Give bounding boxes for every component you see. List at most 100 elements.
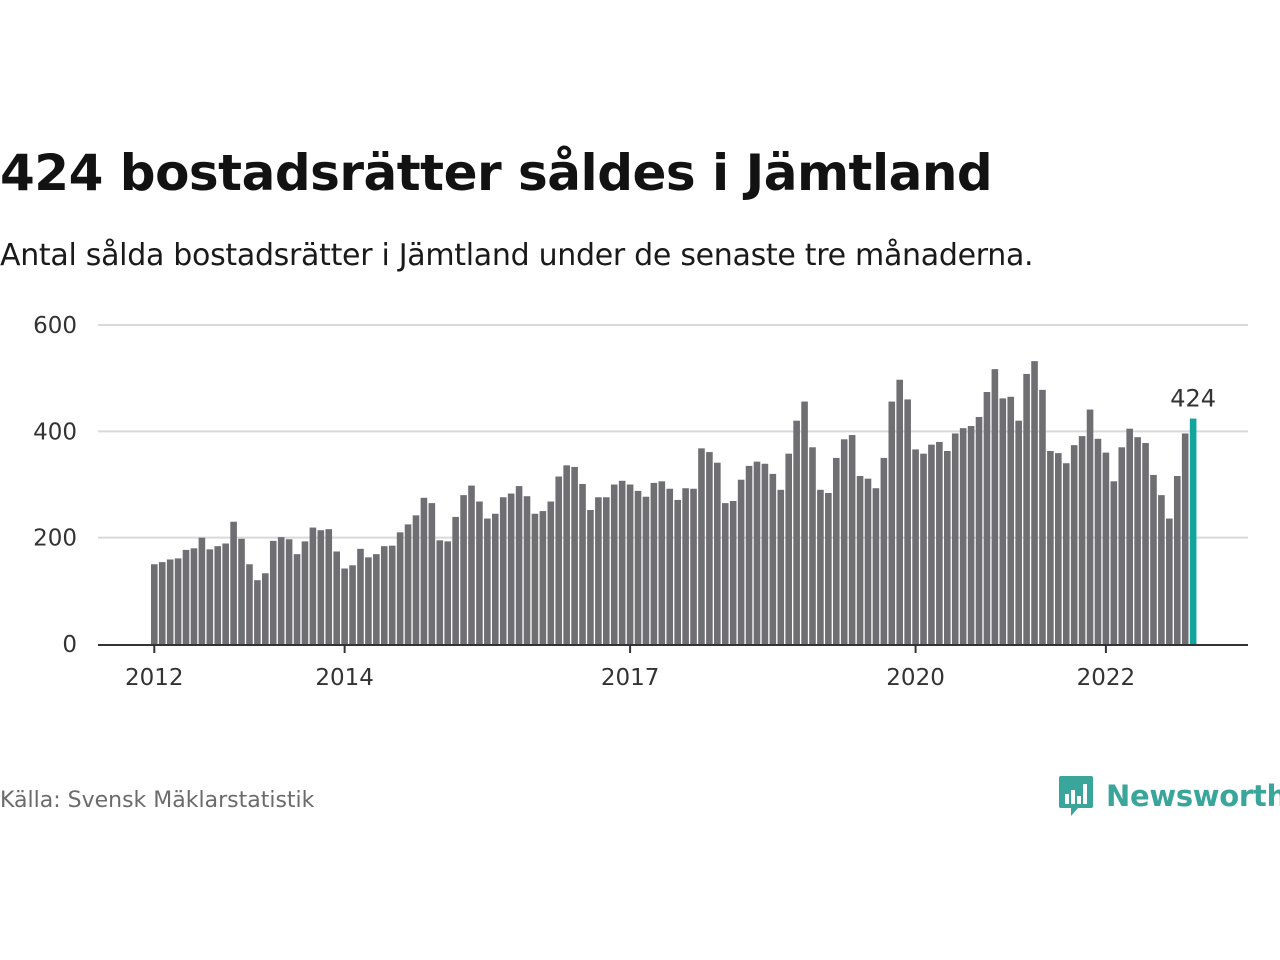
bar bbox=[388, 545, 396, 644]
bar-chart-bubble-icon bbox=[1059, 776, 1093, 816]
bar bbox=[531, 513, 539, 644]
bar-chart: 0 200 400 600 2012 2014 2017 2020 2022 424 bbox=[33, 313, 1248, 691]
bar bbox=[848, 435, 856, 644]
bar bbox=[785, 453, 792, 644]
x-tick-label: 2017 bbox=[601, 665, 660, 691]
y-tick-label: 600 bbox=[33, 313, 77, 339]
source-note: Källa: Svensk Mäklarstatistik bbox=[0, 788, 315, 813]
bar bbox=[436, 540, 444, 644]
bar bbox=[198, 537, 206, 644]
bar bbox=[325, 529, 333, 644]
bar bbox=[1134, 437, 1141, 644]
bar bbox=[674, 499, 681, 644]
bar bbox=[547, 501, 555, 644]
bar bbox=[444, 541, 452, 644]
bar bbox=[214, 546, 222, 644]
bar bbox=[539, 511, 547, 644]
bar bbox=[682, 488, 689, 644]
bar bbox=[920, 453, 927, 644]
bar bbox=[1150, 474, 1157, 644]
bar bbox=[579, 483, 586, 644]
bar bbox=[880, 457, 888, 644]
bar bbox=[1007, 396, 1015, 644]
bar bbox=[896, 379, 904, 644]
x-tick-label: 2012 bbox=[125, 665, 184, 691]
bar bbox=[618, 480, 626, 644]
bar bbox=[396, 532, 404, 644]
x-tick-label: 2014 bbox=[315, 665, 374, 691]
bar bbox=[484, 518, 491, 644]
bar bbox=[729, 500, 737, 644]
x-axis-labels: 2012 2014 2017 2020 2022 bbox=[125, 646, 1135, 691]
x-tick-label: 2020 bbox=[886, 665, 945, 691]
bar bbox=[864, 478, 872, 644]
bar bbox=[951, 433, 959, 644]
bar bbox=[959, 428, 967, 644]
bar bbox=[380, 546, 388, 644]
bar bbox=[499, 497, 507, 644]
bar bbox=[491, 513, 499, 644]
bar bbox=[158, 562, 166, 644]
bar bbox=[872, 488, 880, 644]
bar bbox=[801, 401, 808, 644]
bar bbox=[690, 488, 697, 644]
bar bbox=[650, 482, 658, 644]
bar bbox=[301, 541, 309, 644]
bar bbox=[1070, 445, 1078, 644]
bar bbox=[563, 465, 570, 644]
bar bbox=[1126, 428, 1133, 644]
bar bbox=[634, 490, 642, 644]
bar bbox=[840, 439, 848, 644]
bar bbox=[832, 457, 840, 644]
bar bbox=[904, 399, 911, 644]
bar bbox=[1173, 475, 1181, 644]
bar bbox=[365, 557, 372, 644]
bar bbox=[262, 573, 269, 644]
bar bbox=[1086, 409, 1094, 644]
y-tick-label: 200 bbox=[33, 526, 77, 552]
x-tick-label: 2022 bbox=[1077, 665, 1136, 691]
bar bbox=[595, 497, 602, 644]
bar bbox=[357, 548, 364, 644]
bar bbox=[166, 559, 174, 644]
bar bbox=[610, 484, 618, 644]
bar bbox=[912, 449, 919, 644]
bar bbox=[666, 488, 674, 644]
bar bbox=[230, 521, 237, 644]
bar bbox=[468, 485, 475, 644]
chart-title: 424 bostadsrätter såldes i Jämtland bbox=[0, 144, 993, 202]
bar bbox=[1062, 463, 1070, 644]
bar bbox=[349, 565, 356, 644]
bar bbox=[658, 481, 666, 644]
bar bbox=[809, 447, 816, 644]
bar bbox=[571, 466, 578, 644]
y-axis-labels: 0 200 400 600 bbox=[33, 313, 77, 658]
brand-name: Newsworthy bbox=[1106, 779, 1280, 813]
bar bbox=[341, 568, 348, 644]
bar bbox=[856, 475, 864, 644]
bar bbox=[460, 495, 467, 644]
bar bbox=[222, 543, 229, 644]
bar bbox=[523, 496, 531, 644]
bar bbox=[991, 369, 999, 644]
bar bbox=[999, 398, 1007, 644]
bar bbox=[587, 510, 594, 644]
bar bbox=[293, 554, 301, 644]
bar bbox=[944, 451, 951, 644]
highlight-value-label: 424 bbox=[1170, 385, 1216, 413]
y-tick-label: 0 bbox=[62, 632, 77, 658]
bar bbox=[1078, 436, 1086, 644]
chart-subtitle: Antal sålda bostadsrätter i Jämtland und… bbox=[0, 238, 1034, 273]
bar bbox=[373, 554, 380, 644]
bar bbox=[404, 524, 412, 644]
bar bbox=[983, 391, 991, 644]
bar bbox=[476, 501, 483, 644]
bar bbox=[793, 420, 800, 644]
bar bbox=[737, 479, 745, 644]
bar bbox=[753, 461, 761, 644]
bar bbox=[817, 489, 824, 644]
bar bbox=[238, 538, 245, 644]
bar bbox=[452, 516, 459, 644]
bar bbox=[721, 503, 729, 644]
bar bbox=[428, 503, 436, 644]
